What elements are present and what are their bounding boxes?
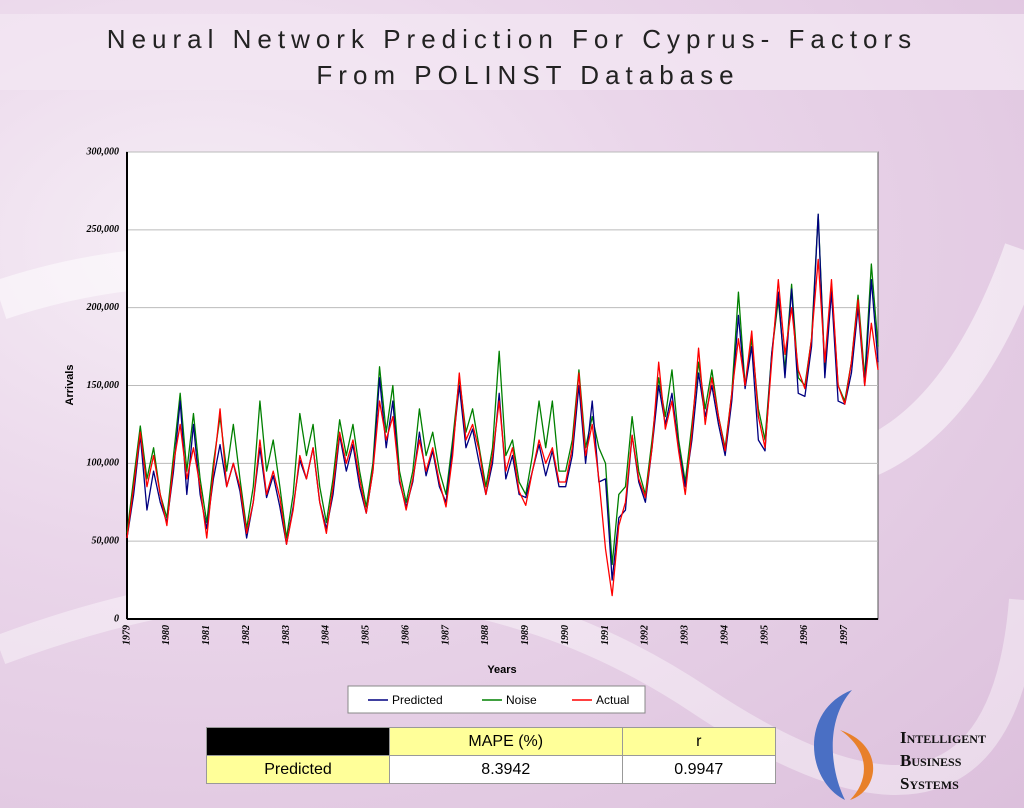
y-tick-label: 50,000 <box>92 535 120 546</box>
row-label: Predicted <box>206 755 390 784</box>
x-tick-label: 1992 <box>640 625 651 645</box>
logo-text: Business <box>900 751 962 770</box>
x-tick-label: 1987 <box>440 624 451 645</box>
x-tick-label: 1996 <box>799 625 810 645</box>
x-axis-label: Years <box>487 664 516 676</box>
y-tick-label: 150,000 <box>87 380 120 391</box>
y-tick-label: 0 <box>114 613 119 624</box>
legend-label: Noise <box>506 693 537 707</box>
table-row: Predicted 8.3942 0.9947 <box>206 755 777 784</box>
metrics-table: MAPE (%) r Predicted 8.3942 0.9947 <box>206 727 777 784</box>
table-corner <box>206 727 390 756</box>
y-tick-label: 300,000 <box>86 146 120 157</box>
logo-swirl <box>840 730 874 800</box>
x-tick-label: 1981 <box>201 625 212 645</box>
header-cell: r <box>621 727 777 756</box>
x-tick-label: 1991 <box>600 625 611 645</box>
series-line <box>126 258 879 597</box>
cell: 0.9947 <box>621 755 777 784</box>
y-tick-label: 200,000 <box>86 302 120 313</box>
legend-label: Actual <box>596 693 629 707</box>
x-tick-label: 1979 <box>121 625 132 645</box>
x-tick-label: 1989 <box>520 625 531 645</box>
x-tick-label: 1980 <box>161 625 172 645</box>
y-tick-label: 100,000 <box>87 458 120 469</box>
chart: 0 50,000 100,000 150,000 200,000 250,000 300,0… <box>64 146 879 676</box>
x-tick-label: 1985 <box>361 625 372 645</box>
cell: 8.3942 <box>389 755 623 784</box>
logo-text: Intelligent <box>900 728 986 747</box>
logo-text: Systems <box>900 774 959 793</box>
x-tick-label: 1986 <box>400 625 411 645</box>
x-tick-label: 1990 <box>560 625 571 645</box>
y-axis-label: Arrivals <box>64 365 76 406</box>
x-tick-label: 1983 <box>281 625 292 645</box>
x-tick-label: 1995 <box>759 625 770 645</box>
x-tick-label: 1984 <box>321 625 332 645</box>
x-tick-label: 1997 <box>839 624 850 645</box>
x-tick-label: 1994 <box>719 625 730 645</box>
x-tick-label: 1988 <box>480 625 491 645</box>
title-line: From POLINST Database <box>316 60 739 90</box>
x-tick-label: 1982 <box>241 625 252 645</box>
x-tick-label: 1993 <box>680 625 691 645</box>
legend-items: Predicted Noise Actual <box>368 693 629 707</box>
table-header: MAPE (%) r <box>206 727 777 756</box>
title-line: Neural Network Prediction For Cyprus- Fa… <box>107 24 917 54</box>
y-tick-label: 250,000 <box>86 224 120 235</box>
logo: Intelligent Business Systems <box>813 690 986 800</box>
legend-label: Predicted <box>392 693 443 707</box>
title-band <box>0 14 1024 90</box>
header-cell: MAPE (%) <box>389 727 623 756</box>
logo-swirl <box>813 690 852 800</box>
